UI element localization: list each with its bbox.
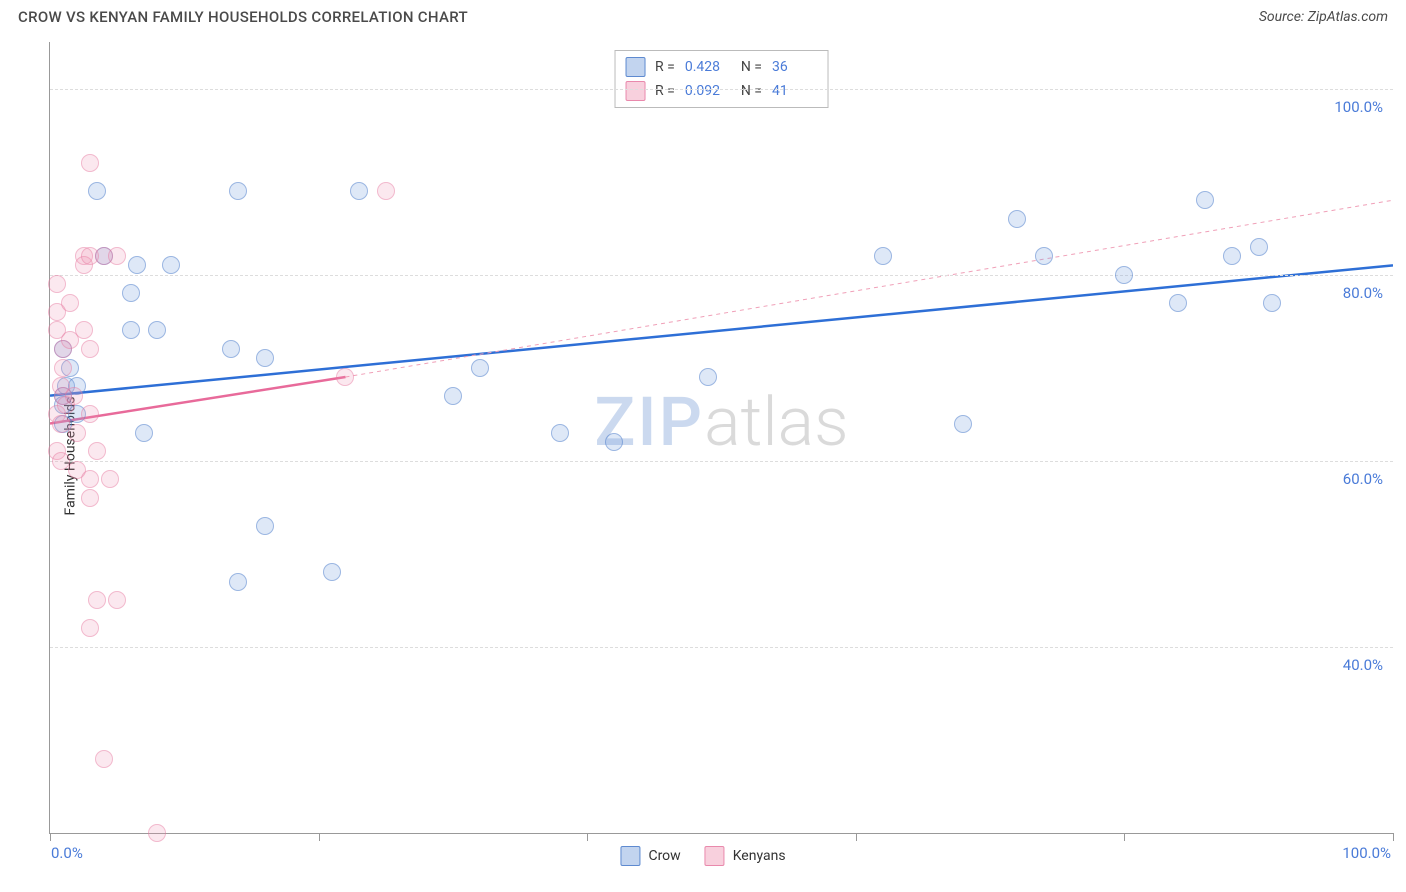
gridline xyxy=(50,647,1393,648)
swatch-blue-icon xyxy=(620,846,640,866)
legend-label: Kenyans xyxy=(733,848,786,864)
x-tick xyxy=(1124,833,1125,841)
point-crow xyxy=(122,321,140,339)
point-crow xyxy=(699,368,717,386)
swatch-pink-icon xyxy=(625,81,645,101)
point-crow xyxy=(874,247,892,265)
r-label: R = xyxy=(655,83,675,99)
x-axis-min-label: 0.0% xyxy=(51,844,83,862)
y-tick-label: 100.0% xyxy=(1334,98,1383,116)
point-kenyans xyxy=(88,591,106,609)
point-kenyans xyxy=(81,489,99,507)
point-crow xyxy=(1263,294,1281,312)
point-kenyans xyxy=(377,182,395,200)
x-tick xyxy=(1393,833,1394,841)
point-crow xyxy=(605,433,623,451)
point-crow xyxy=(229,573,247,591)
trend-lines-svg xyxy=(50,42,1393,833)
r-label: R = xyxy=(655,59,675,75)
point-kenyans xyxy=(81,405,99,423)
point-crow xyxy=(954,415,972,433)
r-value: 0.092 xyxy=(685,83,731,99)
point-crow xyxy=(162,256,180,274)
gridline xyxy=(50,461,1393,462)
point-crow xyxy=(148,321,166,339)
point-kenyans xyxy=(101,470,119,488)
swatch-pink-icon xyxy=(705,846,725,866)
x-tick xyxy=(319,833,320,841)
stats-legend-box: R = 0.428 N = 36 R = 0.092 N = 41 xyxy=(614,50,829,108)
y-tick-label: 60.0% xyxy=(1343,470,1383,488)
point-kenyans xyxy=(108,591,126,609)
point-kenyans xyxy=(54,359,72,377)
legend-item-crow: Crow xyxy=(620,846,680,866)
point-crow xyxy=(444,387,462,405)
point-crow xyxy=(1169,294,1187,312)
point-kenyans xyxy=(52,415,70,433)
point-kenyans xyxy=(88,442,106,460)
point-kenyans xyxy=(81,340,99,358)
gridline xyxy=(50,275,1393,276)
x-tick xyxy=(856,833,857,841)
point-kenyans xyxy=(95,750,113,768)
point-kenyans xyxy=(81,470,99,488)
point-kenyans xyxy=(336,368,354,386)
point-crow xyxy=(135,424,153,442)
point-kenyans xyxy=(81,619,99,637)
point-crow xyxy=(122,284,140,302)
legend-label: Crow xyxy=(648,848,680,864)
point-kenyans xyxy=(75,321,93,339)
point-kenyans xyxy=(61,294,79,312)
source-attribution: Source: ZipAtlas.com xyxy=(1259,9,1388,25)
point-kenyans xyxy=(65,387,83,405)
n-value: 36 xyxy=(772,59,818,75)
point-crow xyxy=(256,349,274,367)
x-tick xyxy=(50,833,51,841)
point-kenyans xyxy=(48,275,66,293)
chart-container: Family Households ZIPatlas R = 0.428 N =… xyxy=(3,32,1403,880)
point-kenyans xyxy=(108,247,126,265)
point-crow xyxy=(471,359,489,377)
point-crow xyxy=(1035,247,1053,265)
point-crow xyxy=(551,424,569,442)
point-crow xyxy=(1196,191,1214,209)
point-crow xyxy=(1008,210,1026,228)
legend-item-kenyans: Kenyans xyxy=(705,846,786,866)
stats-row-crow: R = 0.428 N = 36 xyxy=(625,55,818,79)
y-tick-label: 80.0% xyxy=(1343,284,1383,302)
chart-title: CROW VS KENYAN FAMILY HOUSEHOLDS CORRELA… xyxy=(18,8,468,26)
point-crow xyxy=(323,563,341,581)
n-value: 41 xyxy=(772,83,818,99)
watermark: ZIPatlas xyxy=(594,382,848,462)
point-kenyans xyxy=(81,154,99,172)
point-crow xyxy=(229,182,247,200)
plot-area: ZIPatlas R = 0.428 N = 36 R = 0.092 N = … xyxy=(49,42,1393,834)
point-crow xyxy=(1223,247,1241,265)
bottom-legend: Crow Kenyans xyxy=(620,846,785,866)
x-axis-max-label: 100.0% xyxy=(1342,844,1391,862)
point-crow xyxy=(1250,238,1268,256)
x-tick xyxy=(587,833,588,841)
stats-row-kenyans: R = 0.092 N = 41 xyxy=(625,79,818,103)
point-kenyans xyxy=(68,424,86,442)
n-label: N = xyxy=(741,59,762,75)
gridline xyxy=(50,89,1393,90)
point-kenyans xyxy=(148,824,166,842)
point-kenyans xyxy=(52,452,70,470)
n-label: N = xyxy=(741,83,762,99)
y-tick-label: 40.0% xyxy=(1343,656,1383,674)
point-crow xyxy=(222,340,240,358)
watermark-part2: atlas xyxy=(704,382,849,462)
point-crow xyxy=(350,182,368,200)
point-crow xyxy=(88,182,106,200)
point-crow xyxy=(1115,266,1133,284)
r-value: 0.428 xyxy=(685,59,731,75)
point-crow xyxy=(128,256,146,274)
point-crow xyxy=(256,517,274,535)
swatch-blue-icon xyxy=(625,57,645,77)
